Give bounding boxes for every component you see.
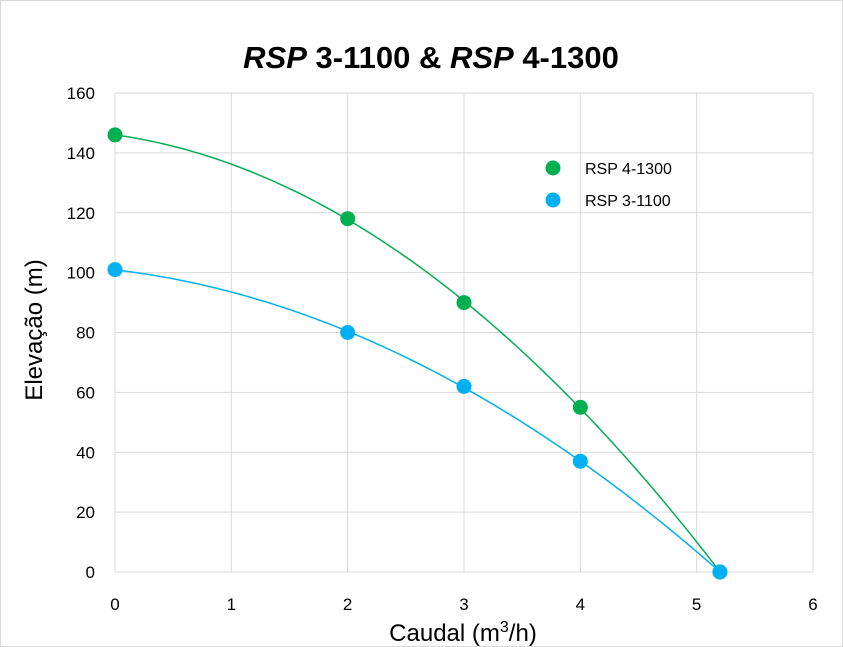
legend-marker xyxy=(545,160,561,176)
y-tick-label: 40 xyxy=(76,443,95,462)
x-tick-label: 3 xyxy=(459,595,468,614)
data-point-series-2 xyxy=(456,378,472,394)
legend-marker xyxy=(545,192,561,208)
x-axis-title-tail: /h) xyxy=(509,620,537,647)
y-tick-label: 0 xyxy=(86,563,95,582)
chart-title: RSP 3-1100 & RSP 4-1300 xyxy=(243,40,619,75)
x-tick-label: 0 xyxy=(110,595,119,614)
data-point-series-1 xyxy=(340,211,356,227)
x-axis-title: Caudal (m3/h) xyxy=(389,619,537,647)
data-point-series-2 xyxy=(572,453,588,469)
y-tick-label: 60 xyxy=(76,383,95,402)
x-axis-title-sup: 3 xyxy=(500,619,509,636)
legend-label: RSP 3-1100 xyxy=(585,193,671,210)
y-tick-label: 20 xyxy=(76,503,95,522)
legend: RSP 4-1300 RSP 3-1100 xyxy=(545,160,672,210)
x-tick-label: 6 xyxy=(808,595,817,614)
data-points xyxy=(107,127,728,580)
x-tick-label: 4 xyxy=(576,595,585,614)
trend-curve-series-2 xyxy=(114,269,721,573)
x-tick-label: 2 xyxy=(343,595,352,614)
title-part-3: RSP xyxy=(450,40,514,75)
title-part-1: RSP xyxy=(243,40,307,75)
data-point-series-1 xyxy=(456,295,472,311)
title-part-2: 3-1100 & xyxy=(307,40,450,75)
y-tick-label: 120 xyxy=(67,204,95,223)
title-part-4: 4-1300 xyxy=(514,40,619,75)
data-point-series-1 xyxy=(572,399,588,415)
trend-curves xyxy=(114,134,721,573)
y-tick-label: 80 xyxy=(76,324,95,343)
data-point-series-1 xyxy=(107,127,123,143)
x-tick-label: 1 xyxy=(227,595,236,614)
data-point-series-2 xyxy=(107,262,123,278)
y-tick-labels: 0 20 40 60 80 100 120 140 160 xyxy=(67,84,95,582)
legend-label: RSP 4-1300 xyxy=(585,161,672,178)
data-point-series-2 xyxy=(340,325,356,340)
x-tick-label: 5 xyxy=(692,595,701,614)
data-point-series-2 xyxy=(712,564,728,580)
y-tick-label: 160 xyxy=(67,84,95,103)
y-tick-label: 140 xyxy=(67,144,95,163)
y-tick-label: 100 xyxy=(67,264,95,283)
grid-lines xyxy=(114,92,814,573)
x-tick-labels: 0 1 2 3 4 5 6 xyxy=(110,595,817,614)
x-axis-title-main: Caudal (m xyxy=(389,620,500,647)
y-axis-title: Elevação (m) xyxy=(21,259,48,400)
trend-curve-series-1 xyxy=(114,134,721,573)
